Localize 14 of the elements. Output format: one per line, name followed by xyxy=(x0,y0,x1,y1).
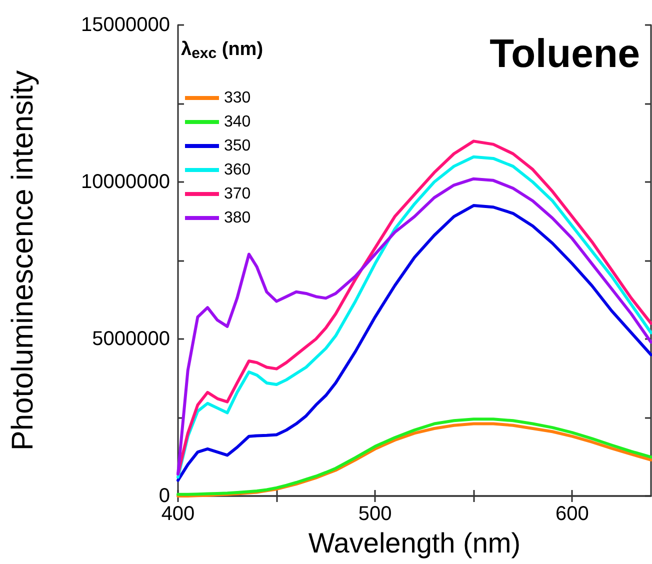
y-tick-label: 10000000 xyxy=(81,171,170,193)
x-tick-label: 500 xyxy=(358,503,392,525)
legend-label: 370 xyxy=(224,186,251,202)
chart-title: Toluene xyxy=(490,32,640,76)
legend-label: 360 xyxy=(224,162,251,178)
y-axis-title: Photoluminescence intensity xyxy=(6,70,40,451)
legend-label: 350 xyxy=(224,138,251,154)
legend-label: 340 xyxy=(224,114,251,130)
x-tick-label: 600 xyxy=(555,503,589,525)
legend-label: 380 xyxy=(224,210,251,226)
legend-label: 330 xyxy=(224,90,251,106)
y-tick-label: 15000000 xyxy=(81,14,170,36)
x-axis-title: Wavelength (nm) xyxy=(308,527,521,558)
y-tick-label: 5000000 xyxy=(92,328,170,350)
